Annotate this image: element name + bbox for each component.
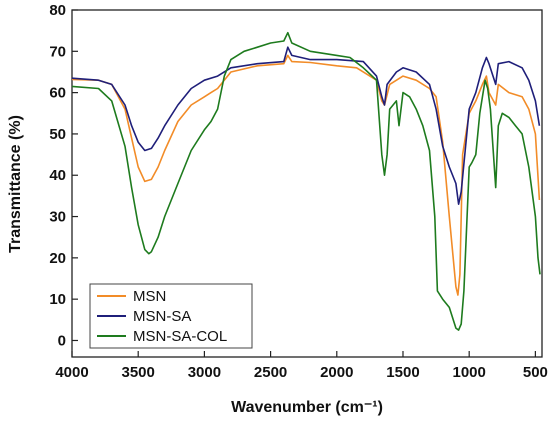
y-axis-title: Transmittance (%): [7, 115, 24, 253]
plot-frame: [71, 9, 543, 358]
ticks-layer: [71, 9, 536, 357]
legend-label-msn-sa: MSN-SA: [133, 308, 191, 325]
y-tick-label: 10: [49, 291, 66, 308]
x-tick-labels: 4000 3500 3000 2500 2000 1500 1000 500: [55, 364, 548, 381]
x-tick-label: 3500: [122, 364, 155, 381]
x-tick-label: 4000: [55, 364, 88, 381]
x-tick-label: 2000: [320, 364, 353, 381]
y-tick-label: 40: [49, 167, 66, 184]
x-tick-label: 1500: [386, 364, 419, 381]
series-line-msn: [71, 54, 541, 296]
y-tick-label: 80: [49, 2, 66, 19]
y-tick-labels: 0 10 20 30 40 50 60 70 80: [49, 2, 66, 349]
x-tick-label: 500: [523, 364, 548, 381]
x-tick-label: 1000: [452, 364, 485, 381]
series-line-msn-sa: [71, 46, 541, 205]
legend: MSN MSN-SA MSN-SA-COL: [89, 283, 253, 349]
x-tick-label: 3000: [188, 364, 221, 381]
y-tick-label: 30: [49, 209, 66, 226]
y-tick-label: 20: [49, 250, 66, 267]
y-tick-label: 0: [58, 332, 66, 349]
x-tick-label: 2500: [254, 364, 287, 381]
legend-label-msn: MSN: [133, 288, 166, 305]
series-line-msn-sa-col: [71, 31, 541, 331]
x-axis-title: Wavenumber (cm⁻¹): [231, 399, 383, 416]
y-tick-label: 50: [49, 126, 66, 143]
y-tick-label: 70: [49, 43, 66, 60]
legend-label-msn-sa-col: MSN-SA-COL: [133, 328, 227, 345]
y-tick-label: 60: [49, 85, 66, 102]
series-layer: [71, 31, 541, 331]
